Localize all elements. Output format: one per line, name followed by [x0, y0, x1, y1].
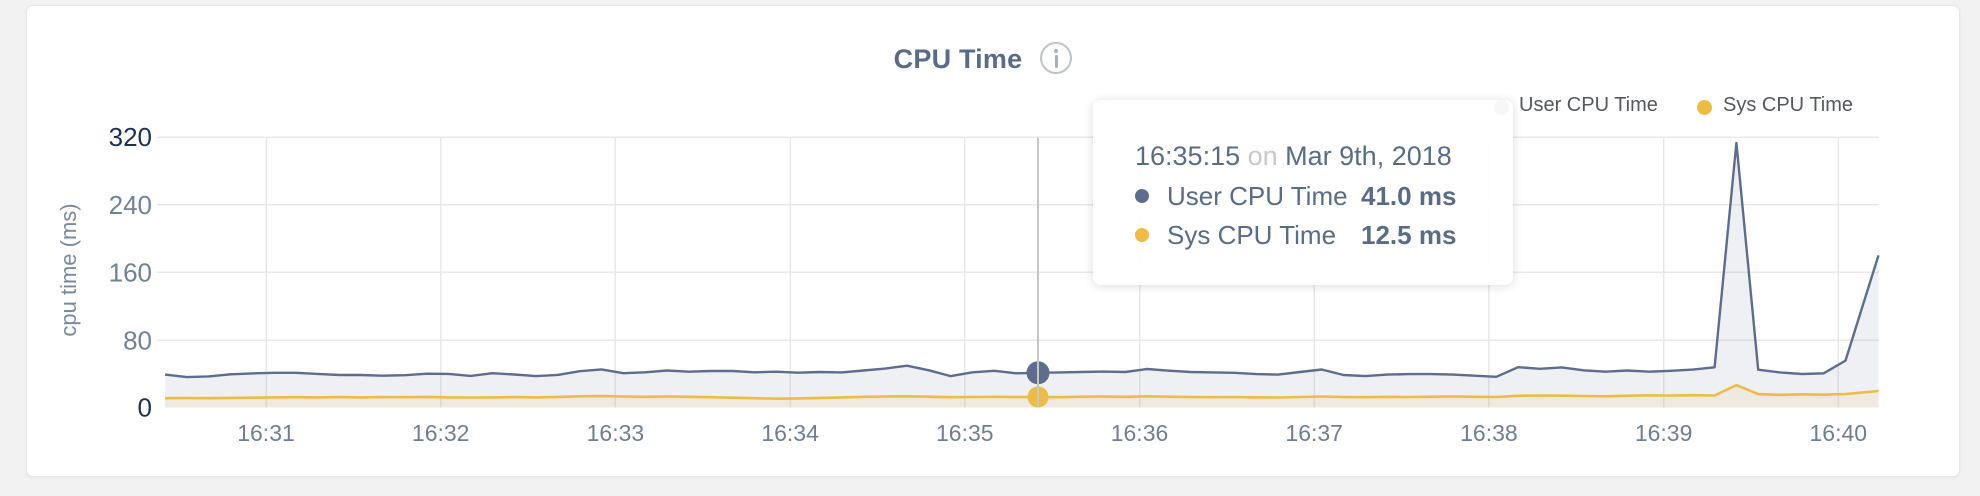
svg-text:16:37: 16:37: [1285, 420, 1343, 446]
svg-text:16:39: 16:39: [1635, 420, 1693, 446]
svg-text:16:32: 16:32: [412, 420, 470, 446]
svg-text:cpu time (ms): cpu time (ms): [56, 203, 81, 336]
svg-text:16:36: 16:36: [1111, 420, 1169, 446]
svg-text:16:38: 16:38: [1460, 420, 1518, 446]
svg-text:80: 80: [123, 325, 152, 355]
svg-text:16:31: 16:31: [237, 420, 295, 446]
svg-text:320: 320: [109, 122, 152, 152]
svg-text:16:34: 16:34: [761, 420, 819, 446]
svg-text:160: 160: [109, 258, 152, 288]
svg-text:16:40: 16:40: [1810, 420, 1868, 446]
svg-text:16:33: 16:33: [587, 420, 645, 446]
svg-text:240: 240: [109, 190, 152, 220]
svg-text:16:35: 16:35: [936, 420, 994, 446]
svg-text:0: 0: [138, 393, 152, 423]
